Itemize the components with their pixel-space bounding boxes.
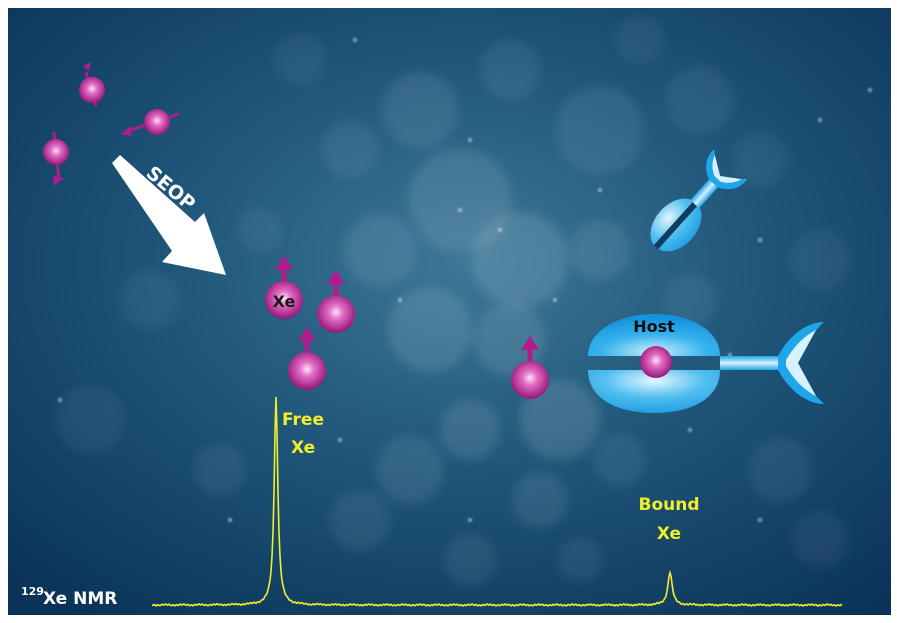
unpolarized-atoms — [43, 62, 180, 186]
bound-xe-label-line1: Bound — [638, 495, 699, 515]
free-xe-label-line2: Xe — [291, 438, 315, 458]
nmr-axis-label: Xe NMR — [43, 589, 117, 609]
nmr-spectrum-trace — [151, 396, 843, 607]
host-molecule-icon: Host — [588, 314, 824, 413]
polarized-xenon-atoms: Xe — [265, 256, 549, 399]
spin-polarized-xenon-atom-icon — [288, 327, 326, 390]
free-xe-label-line1: Free — [282, 410, 324, 430]
spin-polarized-xenon-atom-icon: Xe — [265, 256, 303, 319]
spin-polarized-xenon-atom-icon — [121, 109, 180, 136]
bokeh-lights — [56, 16, 850, 586]
xe-atom-label: Xe — [273, 292, 296, 311]
targeting-antibody-icon — [650, 149, 748, 252]
spin-polarized-xenon-atom-icon — [79, 62, 105, 107]
host-label: Host — [633, 317, 675, 336]
spin-polarized-xenon-atom-icon — [511, 336, 549, 399]
spin-polarized-xenon-atom-icon — [317, 270, 355, 333]
isotope-mass-label: 129 — [21, 585, 44, 598]
sparkles — [58, 38, 872, 522]
spin-polarized-xenon-atom-icon — [43, 131, 69, 186]
bound-xe-label-line2: Xe — [657, 524, 681, 544]
